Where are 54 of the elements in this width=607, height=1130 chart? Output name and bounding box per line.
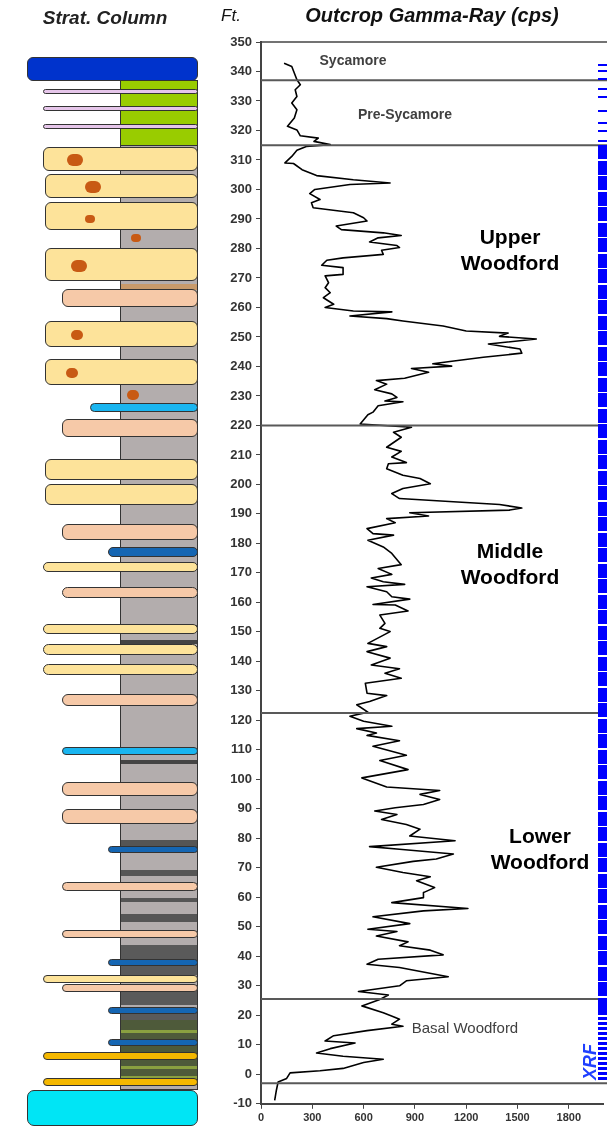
y-tick-label: 50: [237, 918, 252, 934]
y-tick-label: 220: [230, 417, 252, 433]
x-tick-label: 1500: [505, 1111, 530, 1124]
y-tick-label: 270: [230, 269, 252, 285]
x-tick-label: 300: [303, 1111, 322, 1124]
x-tick-label: 900: [405, 1111, 425, 1124]
y-tick-label: 60: [237, 888, 252, 904]
y-tick-label: 240: [230, 358, 252, 374]
y-tick-label: 10: [237, 1036, 252, 1052]
y-tick-label: -10: [233, 1095, 252, 1111]
annotation: Lower Woodford: [489, 823, 591, 875]
annotation: XRF: [580, 1044, 600, 1080]
y-tick-label: 20: [237, 1006, 252, 1022]
y-tick-label: 150: [230, 623, 252, 639]
y-tick-label: 310: [230, 151, 252, 167]
y-tick-label: 230: [230, 387, 252, 403]
y-axis-title: Ft.: [221, 5, 241, 25]
x-tick-label: 1800: [556, 1111, 582, 1124]
y-tick-label: 70: [237, 859, 252, 875]
y-tick-label: 180: [230, 534, 252, 550]
y-tick-label: 290: [230, 210, 252, 226]
x-tick-label: 0: [257, 1111, 265, 1124]
annotation: Basal Woodford: [410, 1018, 520, 1038]
y-tick-label: 0: [244, 1065, 252, 1081]
annotation: Middle Woodford: [459, 538, 561, 590]
y-tick-label: 260: [230, 299, 252, 315]
annotation: Pre-Sycamore: [356, 105, 454, 124]
x-tick-label: 600: [354, 1111, 373, 1124]
y-tick-label: 110: [231, 741, 252, 757]
annotation: Sycamore: [318, 51, 388, 70]
y-tick-label: 250: [230, 328, 252, 344]
y-tick-label: 90: [237, 800, 252, 816]
x-tick-label: 1200: [453, 1111, 479, 1124]
y-tick-label: 40: [237, 947, 252, 963]
y-tick-label: 120: [230, 711, 252, 727]
y-tick-label: 200: [230, 475, 252, 491]
y-tick-label: 30: [237, 977, 252, 993]
y-tick-label: 130: [230, 682, 252, 698]
y-tick-label: 160: [230, 593, 252, 609]
y-tick-label: 80: [237, 829, 252, 845]
chart-title: Outcrop Gamma-Ray (cps): [305, 3, 560, 26]
text: Strat. Column: [41, 7, 169, 28]
y-tick-label: 190: [230, 505, 252, 521]
y-tick-label: 320: [230, 122, 252, 138]
y-tick-label: 280: [230, 240, 252, 256]
y-tick-label: 330: [230, 92, 252, 108]
y-tick-label: 300: [230, 181, 252, 197]
y-tick-label: 100: [230, 770, 252, 786]
annotation: Upper Woodford: [459, 224, 561, 276]
y-tick-label: 170: [230, 564, 252, 580]
y-tick-label: 340: [230, 63, 252, 79]
y-tick-label: 350: [230, 33, 252, 49]
y-tick-label: 210: [230, 446, 252, 462]
y-tick-label: 140: [230, 652, 252, 668]
